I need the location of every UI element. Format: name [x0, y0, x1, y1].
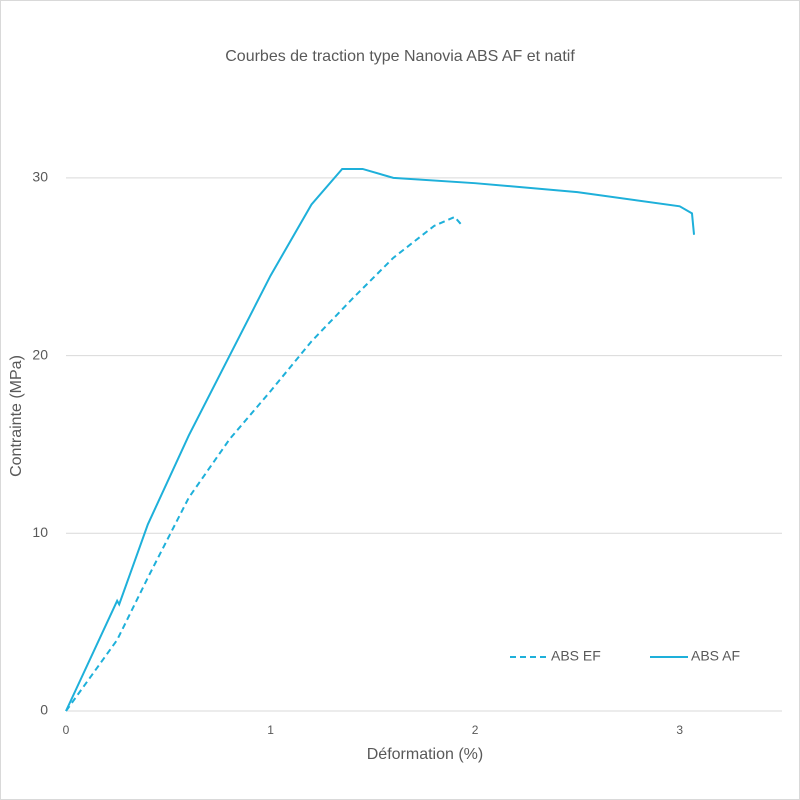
y-tick-label: 0	[40, 702, 48, 718]
y-tick-label: 30	[32, 169, 48, 185]
x-tick-label: 0	[63, 723, 70, 737]
legend-label: ABS AF	[691, 648, 740, 664]
x-tick-label: 3	[676, 723, 683, 737]
x-axis-label: Déformation (%)	[367, 746, 483, 763]
y-axis-label: Contrainte (MPa)	[8, 355, 25, 477]
data-line	[65, 167, 696, 712]
x-tick-label: 2	[472, 723, 479, 737]
data-line	[65, 215, 462, 712]
y-tick-label: 20	[32, 346, 48, 362]
x-tick-label: 1	[267, 723, 274, 737]
chart-title: Courbes de traction type Nanovia ABS AF …	[225, 48, 575, 65]
y-tick-label: 10	[32, 524, 48, 540]
legend-label: ABS EF	[551, 648, 601, 664]
